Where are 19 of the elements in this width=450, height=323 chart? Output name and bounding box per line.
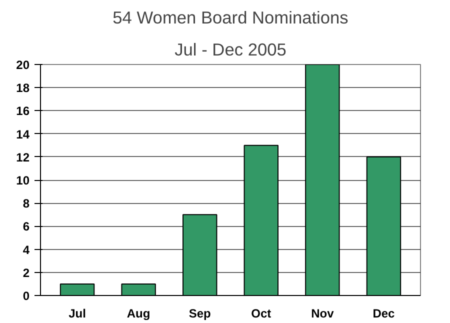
y-tick-label: 16 xyxy=(16,104,30,118)
y-tick-label: 8 xyxy=(22,196,30,211)
chart-subtitle: Jul - Dec 2005 xyxy=(174,40,286,60)
x-tick-label: Nov xyxy=(311,306,334,320)
y-tick-label: 4 xyxy=(22,242,30,257)
y-tick-label: 0 xyxy=(22,289,30,303)
x-tick-label: Dec xyxy=(372,306,396,320)
x-tick-label: Jul xyxy=(68,306,86,320)
y-tick-label: 14 xyxy=(16,127,30,142)
y-tick-label: 20 xyxy=(16,58,30,72)
x-tick-label: Sep xyxy=(188,306,211,320)
y-tick-label: 12 xyxy=(16,150,30,164)
x-tick-label: Oct xyxy=(251,306,272,320)
chart-title: 54 Women Board Nominations xyxy=(112,8,349,28)
y-tick-label: 18 xyxy=(16,81,30,96)
y-tick-label: 10 xyxy=(16,174,30,188)
x-tick-label: Aug xyxy=(126,306,150,320)
y-tick-label: 6 xyxy=(22,220,30,234)
y-tick-label: 2 xyxy=(22,266,30,280)
